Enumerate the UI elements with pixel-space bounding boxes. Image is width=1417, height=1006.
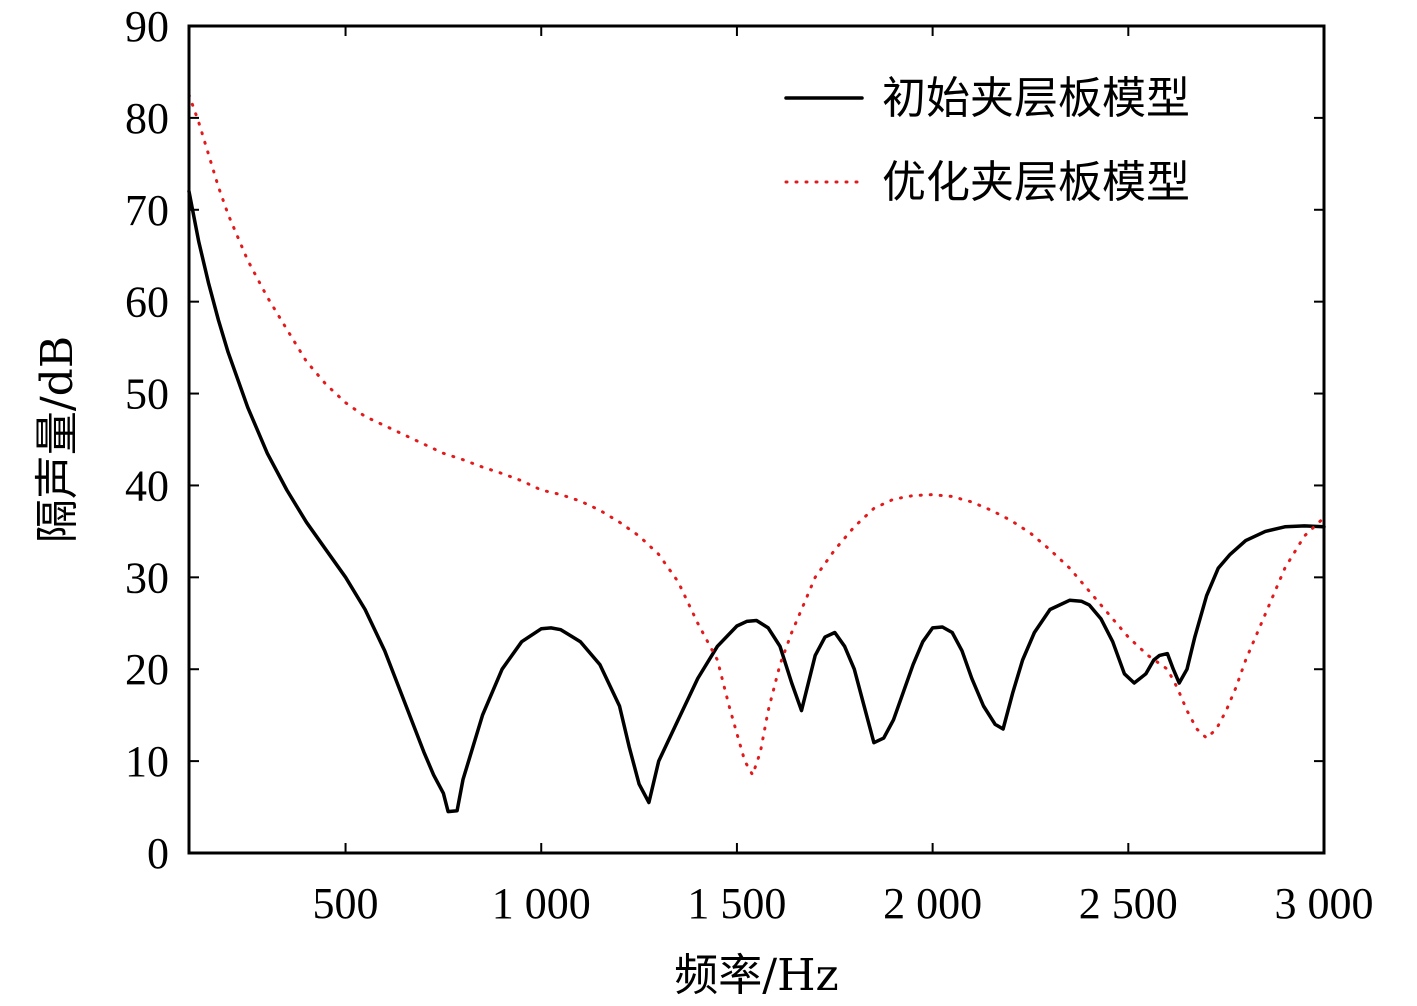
tick-label-layer: 0 10 20 30 40 50 60 70 80 90 500 1 000 1 500 2 000 2 5…	[125, 2, 1374, 928]
x-tick-label-1000: 1 000	[492, 879, 591, 928]
tick-layer	[189, 26, 1324, 853]
y-axis-title: 隔声量/dB	[32, 336, 83, 543]
y-tick-label-0: 0	[147, 829, 169, 878]
x-tick-label-3000: 3 000	[1275, 879, 1374, 928]
x-tick-label-2500: 2 500	[1079, 879, 1178, 928]
y-tick-label-40: 40	[125, 461, 169, 510]
y-tick-label-30: 30	[125, 553, 169, 602]
legend-label-optimized: 优化夹层板模型	[882, 157, 1190, 208]
y-tick-label-70: 70	[125, 186, 169, 235]
y-tick-label-80: 80	[125, 94, 169, 143]
y-tick-label-50: 50	[125, 370, 169, 419]
x-axis-title: 频率/Hz	[674, 950, 838, 1001]
x-tick-label-500: 500	[313, 879, 379, 928]
legend-label-initial: 初始夹层板模型	[882, 73, 1190, 124]
series-layer	[187, 93, 1326, 814]
series-line-initial	[187, 189, 1326, 814]
x-tick-label-1500: 1 500	[687, 879, 786, 928]
legend: 初始夹层板模型 优化夹层板模型	[784, 73, 1190, 208]
x-tick-label-2000: 2 000	[883, 879, 982, 928]
y-tick-label-90: 90	[125, 2, 169, 51]
plot-frame	[187, 24, 1326, 855]
y-tick-label-20: 20	[125, 645, 169, 694]
y-tick-label-10: 10	[125, 737, 169, 786]
y-tick-label-60: 60	[125, 278, 169, 327]
